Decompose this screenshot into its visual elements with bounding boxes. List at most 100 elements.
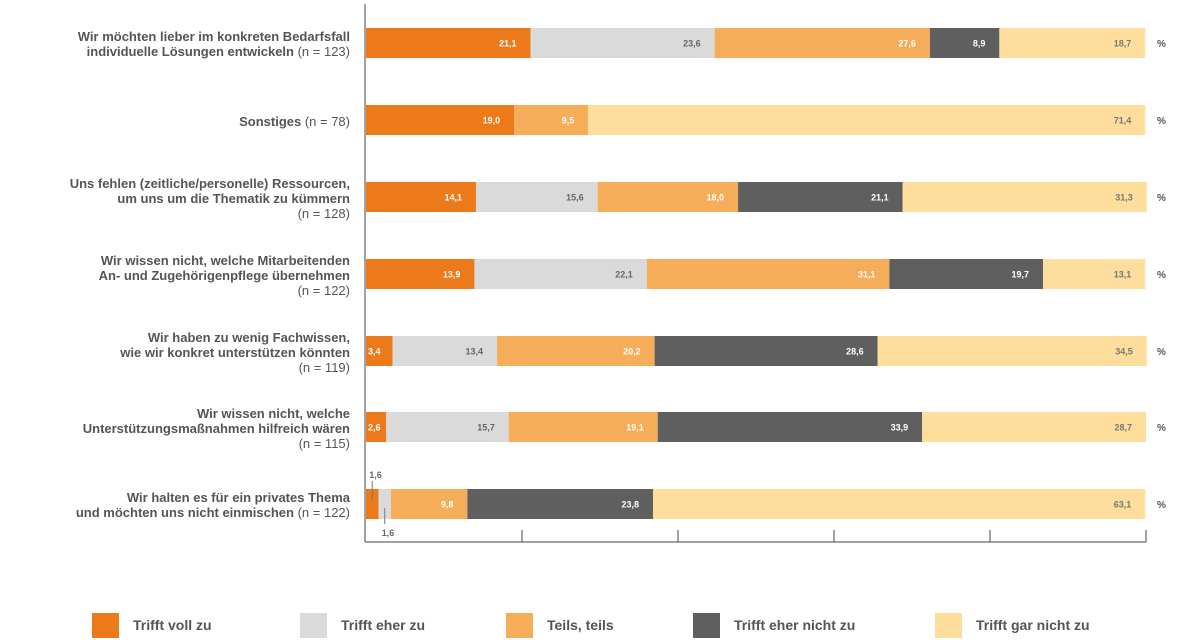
bar-segment: [366, 336, 393, 366]
bar-segment: [497, 336, 655, 366]
legend-item: Trifft gar nicht zu: [935, 612, 1090, 638]
data-label: 34,5: [1115, 347, 1133, 357]
bar-segment: [366, 105, 515, 135]
sample-size: (n = 123): [293, 44, 350, 59]
data-label: 18,7: [1114, 39, 1132, 49]
bar-segment: [475, 182, 598, 212]
category-label-text: Wir haben zu wenig Fachwissen,: [147, 329, 350, 345]
data-label: 9,5: [562, 116, 575, 126]
category-label-text: und möchten uns nicht einmischen: [75, 505, 294, 520]
legend-swatch: [693, 612, 720, 638]
category-label: Wir wissen nicht, welche Mitarbeitenden A…: [0, 253, 350, 298]
category-label: Uns fehlen (zeitliche/personelle) Ressou…: [0, 176, 350, 221]
category-label: Wir wissen nicht, welche Unterstützungsma…: [0, 406, 350, 451]
legend-swatch: [92, 612, 119, 638]
category-label-text: Wir wissen nicht, welche Mitarbeitenden: [100, 252, 350, 268]
category-label-text: Wir halten es für ein privates Thema: [126, 490, 350, 505]
data-label: 9,8: [441, 500, 454, 510]
bar-segment: [366, 259, 475, 289]
sample-size: (n = 122): [297, 282, 350, 298]
category-label-text: Wir möchten lieber im konkreten Bedarfsf…: [77, 29, 350, 44]
legend-swatch: [935, 612, 962, 638]
data-label: 19,0: [483, 116, 501, 126]
unit-label: %: [1157, 500, 1166, 511]
bar-segment: [929, 28, 1000, 58]
category-label-text: An- und Zugehörigenpflege übernehmen: [98, 267, 350, 283]
data-label: 19,7: [1012, 270, 1030, 280]
bar-segment: [467, 489, 654, 519]
legend-label: Trifft eher nicht zu: [734, 617, 856, 633]
data-label: 23,8: [622, 500, 640, 510]
bar-segment: [392, 336, 498, 366]
data-label: 14,1: [444, 193, 462, 203]
data-label: 3,4: [368, 347, 381, 357]
category-label-text: Sonstiges: [239, 113, 302, 129]
bar-segment: [646, 259, 890, 289]
legend: Trifft voll zu Trifft eher zu Teils, teils…: [0, 612, 1177, 638]
legend-swatch: [506, 612, 533, 638]
data-label: 28,7: [1114, 423, 1132, 433]
data-label: 22,1: [615, 270, 633, 280]
bar-segment: [530, 28, 715, 58]
data-label: 23,6: [683, 39, 701, 49]
bar-segment: [877, 336, 1147, 366]
data-label: 15,7: [477, 423, 495, 433]
bar-segment: [588, 105, 1146, 135]
data-label: 13,9: [443, 270, 461, 280]
bar-segment: [366, 489, 379, 519]
data-label: 13,4: [466, 347, 484, 357]
legend-label: Trifft gar nicht zu: [976, 617, 1090, 633]
data-label: 18,0: [707, 193, 725, 203]
data-label: 2,6: [368, 423, 381, 433]
data-label: 8,9: [973, 39, 986, 49]
unit-label: %: [1157, 193, 1166, 204]
data-label: 27,6: [898, 39, 916, 49]
data-label: 20,2: [623, 347, 641, 357]
bar-segment: [474, 259, 647, 289]
category-label-text: wie wir konkret unterstützen könnten: [120, 344, 350, 360]
data-label: 21,1: [499, 39, 517, 49]
bar-segment: [386, 412, 509, 442]
bar-segment: [714, 28, 930, 58]
unit-label: %: [1157, 347, 1166, 358]
legend-label: Trifft eher zu: [341, 617, 426, 633]
data-label: 31,1: [858, 270, 876, 280]
bar-segment: [902, 182, 1147, 212]
legend-label: Teils, teils: [547, 617, 614, 633]
category-label-text: individuelle Lösungen entwickeln: [86, 44, 294, 59]
category-label-text: um uns um die Thematik zu kümmern: [117, 190, 350, 206]
data-label: 21,1: [871, 193, 889, 203]
data-label: 63,1: [1114, 500, 1132, 510]
data-label: 33,9: [891, 423, 909, 433]
sample-size: (n = 78): [301, 113, 350, 129]
bar-segment: [597, 182, 739, 212]
bar-segment: [999, 28, 1146, 58]
category-label: Wir möchten lieber im konkreten Bedarfsf…: [0, 29, 350, 59]
bar-segment: [508, 412, 658, 442]
bar-segment: [654, 336, 878, 366]
bar-segment: [390, 489, 468, 519]
data-label: 28,6: [846, 347, 864, 357]
bar-segment: [378, 489, 391, 519]
bar-segment: [653, 489, 1146, 519]
category-label-text: Unterstützungsmaßnahmen hilfreich wären: [82, 420, 350, 436]
sample-size: (n = 119): [298, 359, 350, 375]
category-label: Wir haben zu wenig Fachwissen, wie wir ko…: [0, 330, 350, 375]
legend-swatch: [300, 612, 327, 638]
chart-plot-area: 21,1 23,6 27,6 8,9 18,7 % 19,0 9,5 71,4 % 14,1 15,6…: [364, 4, 1166, 543]
unit-label: %: [1157, 423, 1166, 434]
unit-label: %: [1157, 270, 1166, 281]
bar-segment: [366, 412, 387, 442]
bar-segment: [889, 259, 1044, 289]
bar-segment: [514, 105, 589, 135]
legend-label: Trifft voll zu: [133, 617, 212, 633]
unit-label: %: [1157, 39, 1166, 50]
data-label: 19,1: [626, 423, 644, 433]
bar-segment: [657, 412, 923, 442]
data-label: 71,4: [1114, 116, 1132, 126]
sample-size: (n = 128): [297, 205, 350, 221]
legend-item: Trifft eher nicht zu: [693, 612, 855, 638]
data-label: 13,1: [1114, 270, 1132, 280]
data-label: 15,6: [566, 193, 584, 203]
